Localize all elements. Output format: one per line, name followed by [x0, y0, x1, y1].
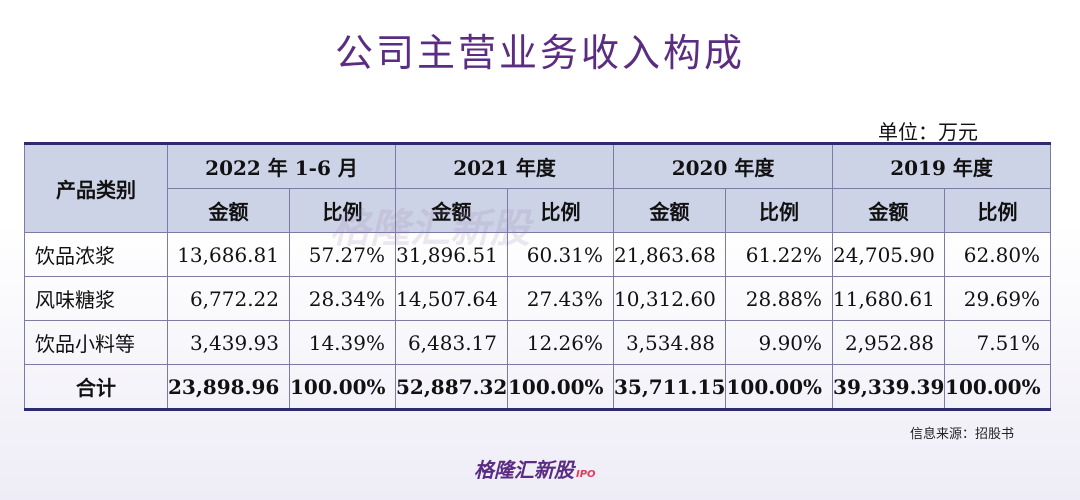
- ratio-cell: 29.69%: [944, 276, 1052, 321]
- brand-logo: 格隆汇新股 IPO: [474, 454, 596, 483]
- amount-cell: 21,863.68: [613, 232, 727, 277]
- source-note: 信息来源：招股书: [909, 427, 1014, 442]
- table-row: 饮品浓浆 13,686.81 57.27% 31,896.51 60.31% 2…: [24, 232, 1052, 277]
- total-row: 合计 23,898.96 100.00% 52,887.32 100.00% 3…: [24, 364, 1052, 410]
- ratio-cell: 100.00%: [289, 364, 396, 410]
- amount-cell: 24,705.90: [832, 232, 946, 277]
- brand-logo-suffix: IPO: [576, 469, 596, 480]
- brand-logo-text: 格隆汇新股: [474, 458, 574, 482]
- ratio-cell: 62.80%: [944, 232, 1052, 277]
- ratio-cell: 57.27%: [289, 232, 396, 277]
- year-header: 2019 年度: [832, 143, 1052, 189]
- row-category: 饮品浓浆: [24, 232, 168, 277]
- amount-cell: 3,534.88: [613, 320, 727, 365]
- ratio-cell: 100.00%: [944, 364, 1052, 410]
- amount-cell: 14,507.64: [395, 276, 508, 321]
- amount-cell: 3,439.93: [167, 320, 290, 365]
- amount-cell: 2,952.88: [832, 320, 946, 365]
- year-header: 2022 年 1-6 月: [167, 143, 396, 189]
- amount-header: 金额: [832, 188, 946, 233]
- table-row: 饮品小料等 3,439.93 14.39% 6,483.17 12.26% 3,…: [24, 320, 1052, 365]
- ratio-cell: 7.51%: [944, 320, 1052, 365]
- row-category: 风味糖浆: [24, 276, 168, 321]
- ratio-header: 比例: [944, 188, 1052, 233]
- ratio-cell: 28.88%: [725, 276, 834, 321]
- amount-cell: 11,680.61: [832, 276, 946, 321]
- ratio-cell: 100.00%: [506, 364, 615, 410]
- amount-cell: 39,339.39: [832, 364, 946, 410]
- amount-cell: 13,686.81: [167, 232, 290, 277]
- ratio-cell: 100.00%: [725, 364, 834, 410]
- ratio-cell: 60.31%: [506, 232, 615, 277]
- ratio-cell: 9.90%: [725, 320, 834, 365]
- category-header: 产品类别: [24, 143, 168, 233]
- row-category: 饮品小料等: [24, 320, 168, 365]
- row-category: 合计: [24, 364, 168, 410]
- amount-cell: 23,898.96: [167, 364, 290, 410]
- amount-cell: 6,772.22: [167, 276, 290, 321]
- amount-cell: 10,312.60: [613, 276, 727, 321]
- unit-label: 单位：万元: [878, 120, 978, 144]
- ratio-cell: 28.34%: [289, 276, 396, 321]
- ratio-cell: 12.26%: [506, 320, 615, 365]
- year-header: 2020 年度: [613, 143, 834, 189]
- amount-cell: 31,896.51: [395, 232, 508, 277]
- ratio-cell: 27.43%: [506, 276, 615, 321]
- amount-header: 金额: [167, 188, 290, 233]
- page-title: 公司主营业务收入构成: [334, 31, 745, 75]
- ratio-cell: 14.39%: [289, 320, 396, 365]
- amount-header: 金额: [395, 188, 508, 233]
- amount-cell: 52,887.32: [395, 364, 508, 410]
- table-row: 风味糖浆 6,772.22 28.34% 14,507.64 27.43% 10…: [24, 276, 1052, 321]
- amount-header: 金额: [613, 188, 727, 233]
- ratio-header: 比例: [506, 188, 615, 233]
- revenue-table: 产品类别 2022 年 1-6 月 2021 年度 2020 年度 2019 年…: [24, 142, 1052, 411]
- amount-cell: 6,483.17: [395, 320, 508, 365]
- year-header: 2021 年度: [394, 143, 615, 189]
- ratio-cell: 61.22%: [725, 232, 834, 277]
- amount-cell: 35,711.15: [613, 364, 727, 410]
- ratio-header: 比例: [725, 188, 834, 233]
- ratio-header: 比例: [289, 188, 396, 233]
